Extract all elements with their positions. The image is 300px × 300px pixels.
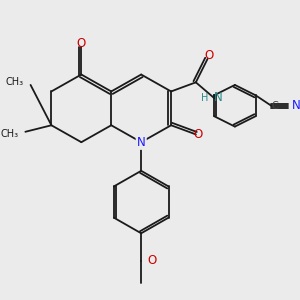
Text: O: O xyxy=(204,49,214,62)
Text: C: C xyxy=(272,101,279,111)
Text: N: N xyxy=(137,136,146,149)
Text: CH₃: CH₃ xyxy=(6,77,24,87)
Text: N: N xyxy=(292,99,300,112)
Text: O: O xyxy=(147,254,156,267)
Text: CH₃: CH₃ xyxy=(1,129,19,140)
Text: O: O xyxy=(77,37,86,50)
Text: H: H xyxy=(201,93,208,103)
Text: O: O xyxy=(194,128,203,141)
Text: N: N xyxy=(214,92,222,104)
